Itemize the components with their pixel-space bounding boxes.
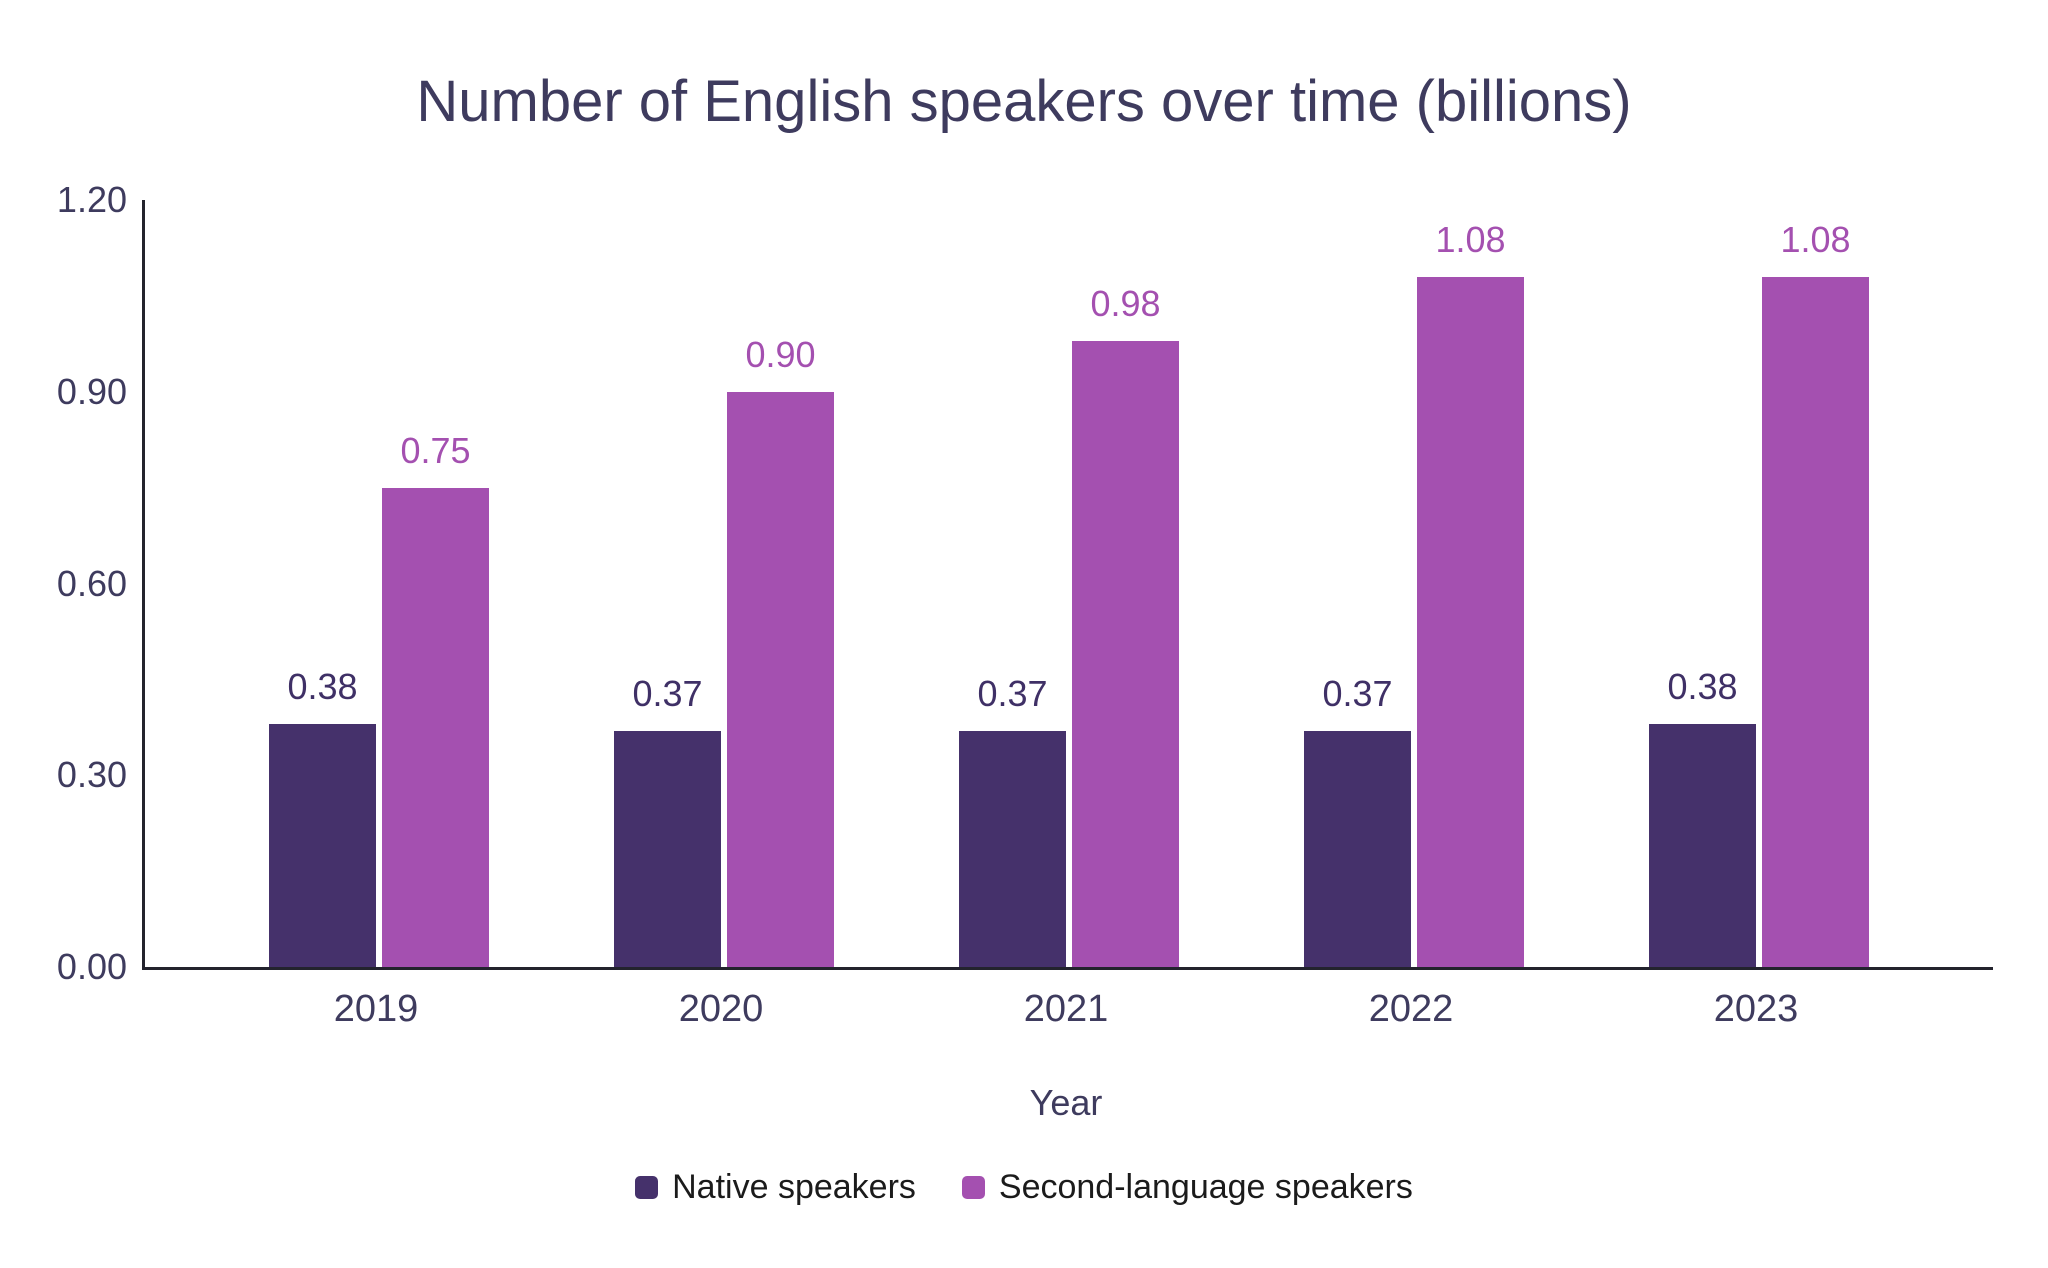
legend-swatch-icon — [635, 1176, 659, 1199]
legend-item-second-language-speakers: Second-language speakers — [961, 1168, 1413, 1207]
bar-second-language-speakers-2023 — [1762, 276, 1869, 967]
bar-native-speakers-2020 — [614, 730, 721, 967]
bar-native-speakers-2023 — [1649, 724, 1756, 967]
bar-native-speakers-2019 — [269, 724, 376, 967]
bar-second-language-speakers-2021 — [1072, 340, 1179, 967]
value-label-native-speakers-2020: 0.37 — [632, 672, 703, 714]
x-tick-label-2019: 2019 — [333, 988, 419, 1030]
x-tick-label-2022: 2022 — [1368, 988, 1454, 1030]
value-label-native-speakers-2019: 0.38 — [287, 666, 358, 708]
x-tick-label-2023: 2023 — [1713, 988, 1799, 1030]
value-label-native-speakers-2022: 0.37 — [1322, 672, 1393, 714]
y-tick-label-0.90: 0.90 — [56, 370, 127, 412]
bar-second-language-speakers-2019 — [382, 487, 489, 967]
value-label-native-speakers-2023: 0.38 — [1667, 666, 1738, 708]
bar-native-speakers-2021 — [959, 730, 1066, 967]
x-axis-title: Year — [1029, 1082, 1103, 1123]
value-label-second-language-speakers-2023: 1.08 — [1780, 218, 1851, 260]
plot-area: 0.00 0.30 0.60 0.90 1.20 0.38 0.75 0.37 0.90 0.37… — [57, 179, 1993, 987]
bar-second-language-speakers-2022 — [1417, 276, 1524, 967]
y-tick-label-0.30: 0.30 — [56, 754, 127, 796]
bar-second-language-speakers-2020 — [727, 391, 834, 967]
value-label-second-language-speakers-2019: 0.75 — [400, 429, 471, 471]
y-tick-label-1.20: 1.20 — [56, 179, 127, 220]
y-tick-label-0.60: 0.60 — [56, 562, 127, 604]
chart-title: Number of English speakers over time (bi… — [416, 69, 1632, 134]
value-label-second-language-speakers-2020: 0.90 — [745, 333, 816, 375]
bar-native-speakers-2022 — [1304, 730, 1411, 967]
value-label-native-speakers-2021: 0.37 — [977, 672, 1048, 714]
legend-swatch-icon — [961, 1176, 985, 1199]
value-label-second-language-speakers-2022: 1.08 — [1435, 218, 1506, 260]
x-tick-label-2020: 2020 — [678, 988, 764, 1030]
x-tick-label-2021: 2021 — [1023, 988, 1109, 1030]
y-tick-label-0.00: 0.00 — [56, 946, 127, 987]
value-label-second-language-speakers-2021: 0.98 — [1090, 282, 1161, 324]
legend-label: Second-language speakers — [998, 1168, 1413, 1206]
legend-item-native-speakers: Native speakers — [635, 1168, 916, 1207]
legend-label: Native speakers — [672, 1168, 916, 1206]
legend: Native speakers Second-language speakers — [0, 1168, 2048, 1207]
